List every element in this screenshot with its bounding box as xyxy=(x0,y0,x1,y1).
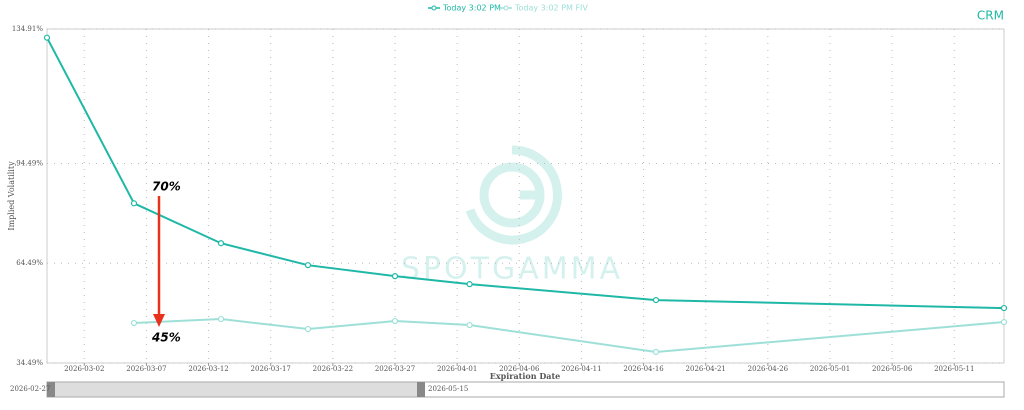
range-selection[interactable] xyxy=(51,381,421,398)
data-point xyxy=(391,317,399,325)
legend-label[interactable]: Today 3:02 PM FIV xyxy=(514,4,588,13)
x-tick-label: 2026-03-17 xyxy=(251,365,291,373)
y-tick-label: 64.49% xyxy=(16,259,43,267)
series-line xyxy=(46,37,1005,310)
x-tick-label: 2026-03-02 xyxy=(64,365,104,373)
x-axis-label: Expiration Date xyxy=(490,371,560,381)
watermark-logo xyxy=(465,145,562,245)
x-tick-label: 2026-05-11 xyxy=(934,365,974,373)
legend-swatch xyxy=(431,5,437,11)
x-tick-label: 2026-04-26 xyxy=(748,365,789,373)
x-tick-label: 2026-04-06 xyxy=(499,365,540,373)
x-tick-label: 2026-04-21 xyxy=(686,365,726,373)
x-tick-label: 2026-04-16 xyxy=(623,365,664,373)
y-tick-label: 94.49% xyxy=(16,159,43,167)
slider-handle[interactable] xyxy=(417,382,425,397)
x-tick-label: 2026-03-27 xyxy=(375,365,415,373)
data-point xyxy=(217,240,225,247)
slider-start-label: 2026-02-27 xyxy=(10,385,50,393)
x-tick-label: 2026-03-22 xyxy=(313,365,353,373)
slider-handle[interactable] xyxy=(47,382,55,397)
slider-end-label: 2026-05-15 xyxy=(428,385,468,393)
annotation: 70% xyxy=(152,180,181,194)
y-axis-label: Implied Volatility xyxy=(7,161,16,231)
legend: Today 3:02 PM Today 3:02 PM FIV xyxy=(428,4,588,13)
x-tick-label: 2026-03-07 xyxy=(126,365,166,373)
data-point xyxy=(652,297,660,304)
data-point xyxy=(304,262,312,269)
data-point xyxy=(217,315,225,323)
data-point xyxy=(43,34,51,41)
y-tick-label: 134.91% xyxy=(12,25,43,33)
x-tick-label: 2026-05-06 xyxy=(872,365,913,373)
data-point xyxy=(391,273,399,280)
series-line xyxy=(133,318,1005,353)
annotation-arrowhead xyxy=(153,314,165,327)
x-tick-label: 2026-03-12 xyxy=(188,365,228,373)
annotation: 45% xyxy=(151,331,181,345)
data-point xyxy=(652,348,660,356)
data-point xyxy=(304,325,312,333)
chart-title: CRM xyxy=(977,9,1004,23)
legend-label[interactable]: Today 3:02 PM xyxy=(442,4,501,13)
data-point xyxy=(1000,304,1008,312)
x-tick-label: 2026-04-11 xyxy=(561,365,601,373)
data-point xyxy=(130,319,138,327)
x-tick-label: 2026-05-01 xyxy=(810,365,850,373)
data-point xyxy=(466,281,473,288)
data-point xyxy=(466,321,473,329)
data-point xyxy=(130,200,138,207)
x-tick-label: 2026-04-01 xyxy=(437,365,477,373)
plot-area xyxy=(46,28,1005,364)
data-point xyxy=(1000,318,1008,326)
y-tick-label: 34.49% xyxy=(16,359,43,367)
legend-swatch xyxy=(503,5,509,11)
